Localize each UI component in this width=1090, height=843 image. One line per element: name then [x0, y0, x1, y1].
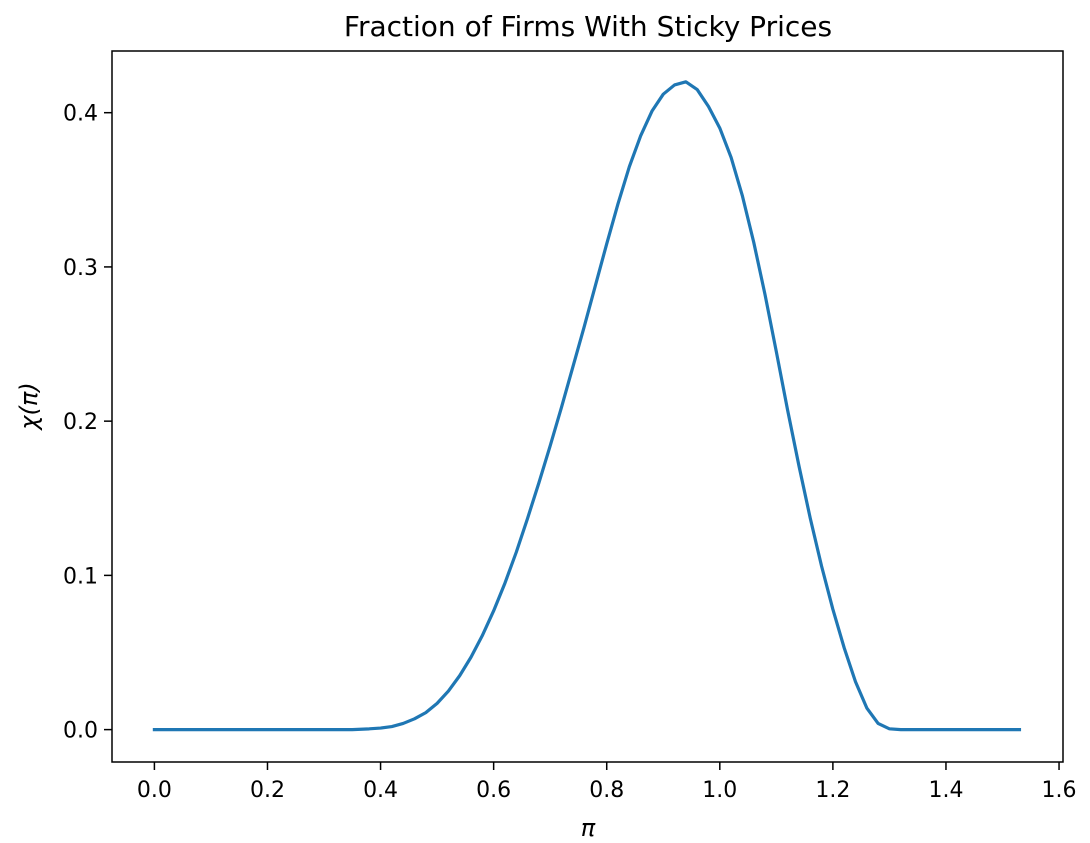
chart-title: Fraction of Firms With Sticky Prices	[344, 10, 832, 43]
y-tick-label: 0.0	[63, 719, 98, 744]
y-tick-label: 0.1	[63, 564, 98, 589]
x-tick-label: 0.4	[363, 778, 398, 803]
x-tick-label: 0.2	[250, 778, 285, 803]
series-line	[152, 80, 1022, 732]
x-tick-label: 1.0	[702, 778, 737, 803]
x-tick-label: 0.6	[476, 778, 511, 803]
y-tick-label: 0.3	[63, 256, 98, 281]
y-tick-label: 0.2	[63, 410, 98, 435]
x-tick-label: 1.4	[928, 778, 963, 803]
axes-frame	[111, 50, 1064, 763]
x-tick-label: 1.6	[1042, 778, 1077, 803]
x-tick-label: 0.8	[589, 778, 624, 803]
x-tick-label: 1.2	[815, 778, 850, 803]
x-axis-label: π	[581, 814, 596, 842]
y-tick-label: 0.4	[63, 102, 98, 127]
y-axis-label: χ(π)	[15, 382, 43, 431]
x-tick-label: 0.0	[137, 778, 172, 803]
plot-area	[152, 80, 1022, 732]
axis-ticks: 0.0 0.2 0.4 0.6 0.8 1.0 1.2 1.4 1.6 0.0 0.1 0.2 0.3 0…	[63, 102, 1077, 803]
